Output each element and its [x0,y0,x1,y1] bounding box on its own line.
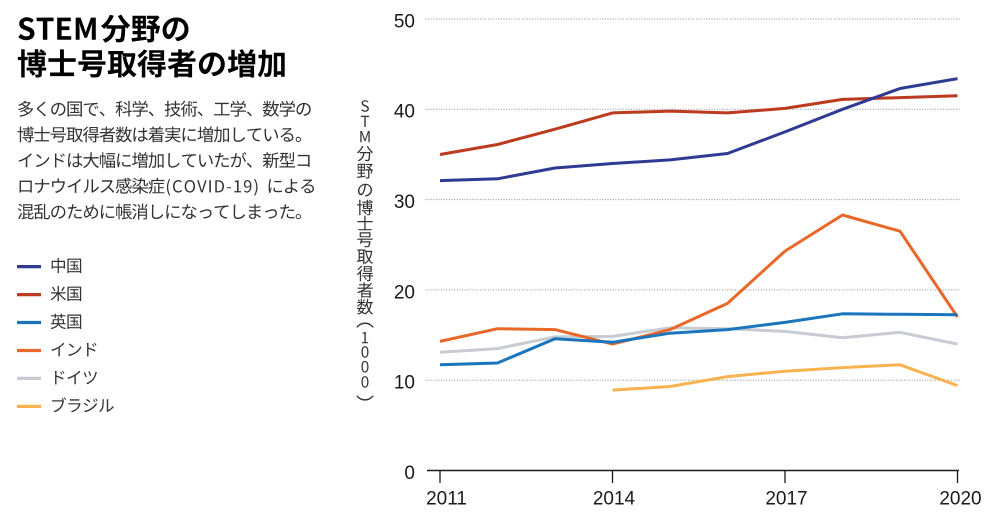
svg-text:0: 0 [404,463,415,484]
svg-text:2011: 2011 [426,489,467,510]
svg-text:50: 50 [394,11,415,32]
svg-text:40: 40 [394,102,415,123]
svg-text:2017: 2017 [765,489,807,510]
svg-text:2020: 2020 [939,489,981,510]
svg-text:20: 20 [394,282,415,303]
svg-text:10: 10 [394,373,415,394]
svg-text:30: 30 [394,192,415,213]
svg-text:2014: 2014 [593,489,636,510]
